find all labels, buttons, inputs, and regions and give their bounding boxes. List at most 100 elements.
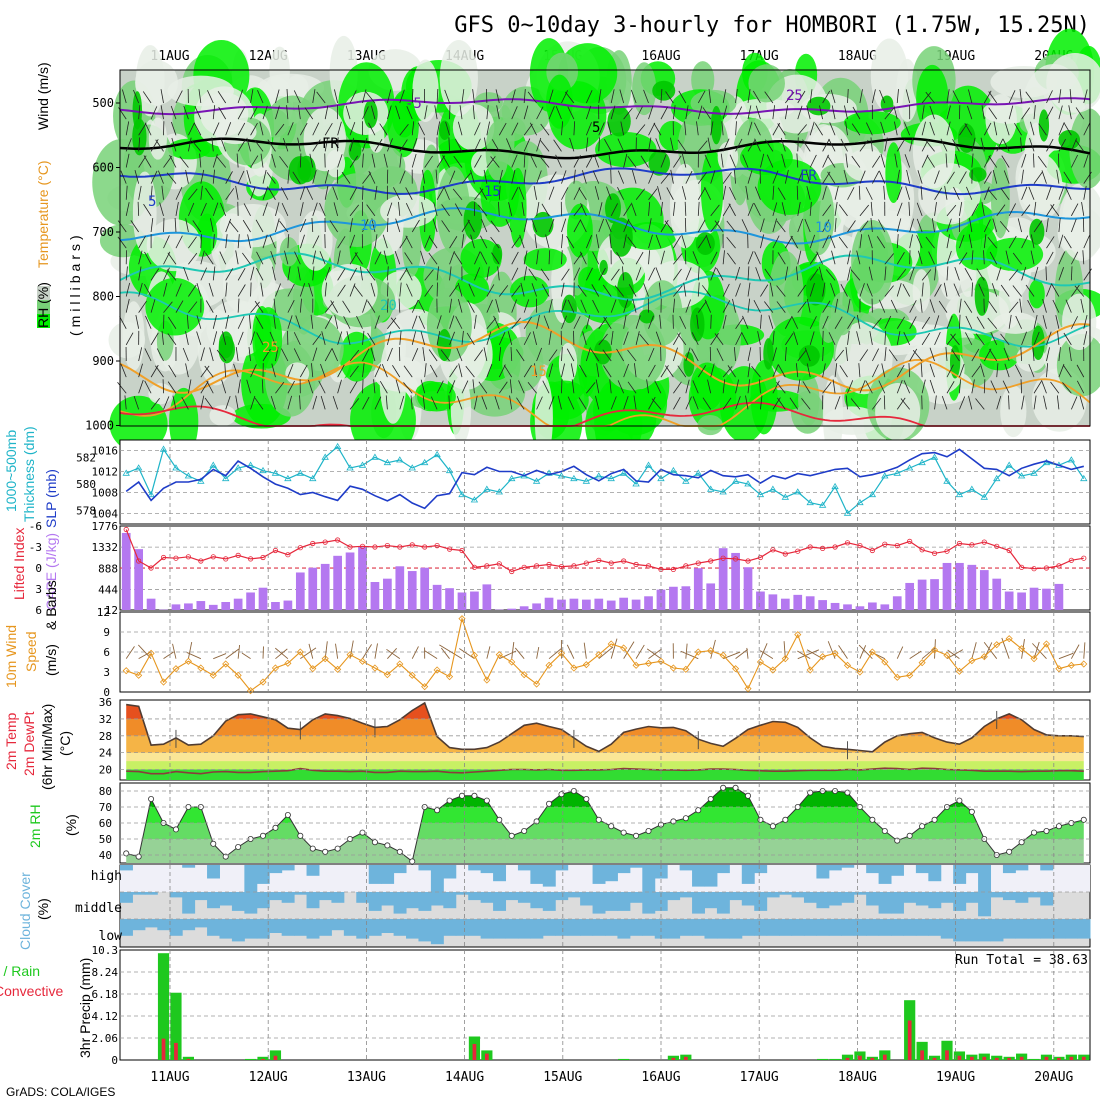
rh-contour-region-dark <box>1029 218 1045 245</box>
upper-wind-barb <box>1021 186 1028 200</box>
upper-wind-barb <box>896 186 903 200</box>
upper-wind-barb <box>963 300 973 313</box>
upper-wind-barb <box>403 365 413 378</box>
upper-wind-barb <box>822 330 824 345</box>
upper-wind-barb <box>458 363 463 378</box>
upper-wind-barb <box>262 186 269 200</box>
cloud-bar-low <box>356 919 370 939</box>
upper-wind-barb <box>167 381 177 394</box>
upper-wind-barb <box>795 266 799 281</box>
upper-wind-barb <box>866 122 873 136</box>
upper-wind-barb <box>511 187 519 200</box>
cape-bar <box>258 587 268 610</box>
rh-contour-region <box>912 114 956 189</box>
thickness-marker <box>458 490 466 498</box>
upper-wind-barb <box>884 315 892 329</box>
rh2m-marker <box>745 792 752 799</box>
upper-wind-barb <box>681 234 687 249</box>
upper-wind-barb <box>822 235 829 249</box>
upper-wind-barb <box>175 186 183 200</box>
upper-wind-barb <box>320 363 326 378</box>
upper-wind-barb <box>287 363 294 378</box>
upper-wind-barb <box>971 379 975 394</box>
upper-wind-barb <box>859 283 865 297</box>
upper-wind-barb <box>150 364 159 378</box>
thickness-slp-frame <box>119 439 1091 525</box>
thickness-marker <box>221 474 230 482</box>
cape-tick-label: 1776 <box>92 520 119 533</box>
upper-wind-barb <box>643 89 649 104</box>
rh-contour-region <box>632 62 657 116</box>
upper-wind-barb <box>710 251 718 265</box>
upper-wind-barb <box>399 170 406 184</box>
upper-wind-barb <box>872 171 880 184</box>
rh2m-marker <box>309 845 316 852</box>
wind10m-marker <box>209 671 217 679</box>
upper-wind-barb <box>847 316 856 329</box>
wind10m-marker <box>135 671 143 679</box>
upper-wind-barb <box>299 153 302 168</box>
lifted-index-marker <box>173 555 179 561</box>
wind10m-barb <box>635 644 645 659</box>
thickness-marker <box>1080 474 1088 482</box>
cape-bar <box>581 599 591 610</box>
wind-tick-label: 3 <box>103 666 110 679</box>
upper-wind-barb <box>368 122 376 136</box>
upper-wind-barb <box>978 283 985 297</box>
wind10m-barb <box>274 647 289 660</box>
cape-bar <box>855 606 865 610</box>
upper-wind-barb <box>903 332 911 346</box>
upper-wind-barb <box>349 234 356 249</box>
upper-wind-barb <box>411 88 414 104</box>
upper-wind-barb <box>603 316 612 329</box>
upper-wind-barb <box>1070 396 1078 410</box>
upper-wind-barb <box>120 363 127 378</box>
upper-wind-barb <box>436 155 446 168</box>
cloud-bar-middle <box>704 892 718 909</box>
upper-wind-barb <box>511 299 517 313</box>
upper-wind-barb <box>925 236 935 249</box>
cloud-bar-middle <box>990 892 1004 898</box>
upper-wind-barb <box>1008 314 1012 329</box>
cloud-bar-high <box>381 865 395 884</box>
upper-wind-barb <box>457 121 463 136</box>
upper-wind-barb <box>287 122 294 136</box>
upper-wind-barb <box>533 185 537 200</box>
upper-wind-barb <box>217 91 227 104</box>
upper-wind-barb <box>610 89 615 104</box>
upper-wind-barb <box>548 250 551 265</box>
upper-wind-barb <box>191 140 202 152</box>
upper-wind-barb <box>271 153 276 168</box>
wind10m-barb <box>685 643 688 659</box>
upper-wind-barb <box>221 298 227 313</box>
cape-bar <box>184 603 193 610</box>
upper-wind-barb <box>870 201 873 216</box>
contour-label: 10 <box>360 218 377 234</box>
upper-wind-barb <box>834 218 837 233</box>
upper-wind-barb <box>697 140 708 152</box>
upper-wind-barb <box>971 137 976 152</box>
upper-wind-barb <box>490 236 500 249</box>
upper-wind-barb <box>287 315 293 329</box>
upper-wind-barb <box>896 269 907 281</box>
upper-wind-barb <box>946 266 949 281</box>
upper-wind-barb <box>188 284 197 297</box>
upper-wind-barb <box>580 299 587 313</box>
upper-wind-barb <box>130 220 139 233</box>
cloud-bar-high <box>418 865 432 871</box>
upper-wind-barb <box>167 333 177 346</box>
thickness-marker <box>968 485 976 492</box>
upper-wind-barb <box>705 234 712 249</box>
upper-wind-barb <box>1055 315 1060 329</box>
upper-wind-barb <box>847 298 851 313</box>
precip-axis-label: 3hr Precip (mm) <box>77 958 93 1058</box>
upper-wind-barb <box>1076 364 1085 378</box>
lifted-index-marker <box>745 558 751 564</box>
upper-wind-barb <box>295 315 301 329</box>
upper-wind-barb <box>461 330 464 345</box>
upper-wind-barb <box>1030 121 1035 136</box>
upper-wind-barb <box>395 379 401 394</box>
rh2m-marker <box>471 792 478 799</box>
